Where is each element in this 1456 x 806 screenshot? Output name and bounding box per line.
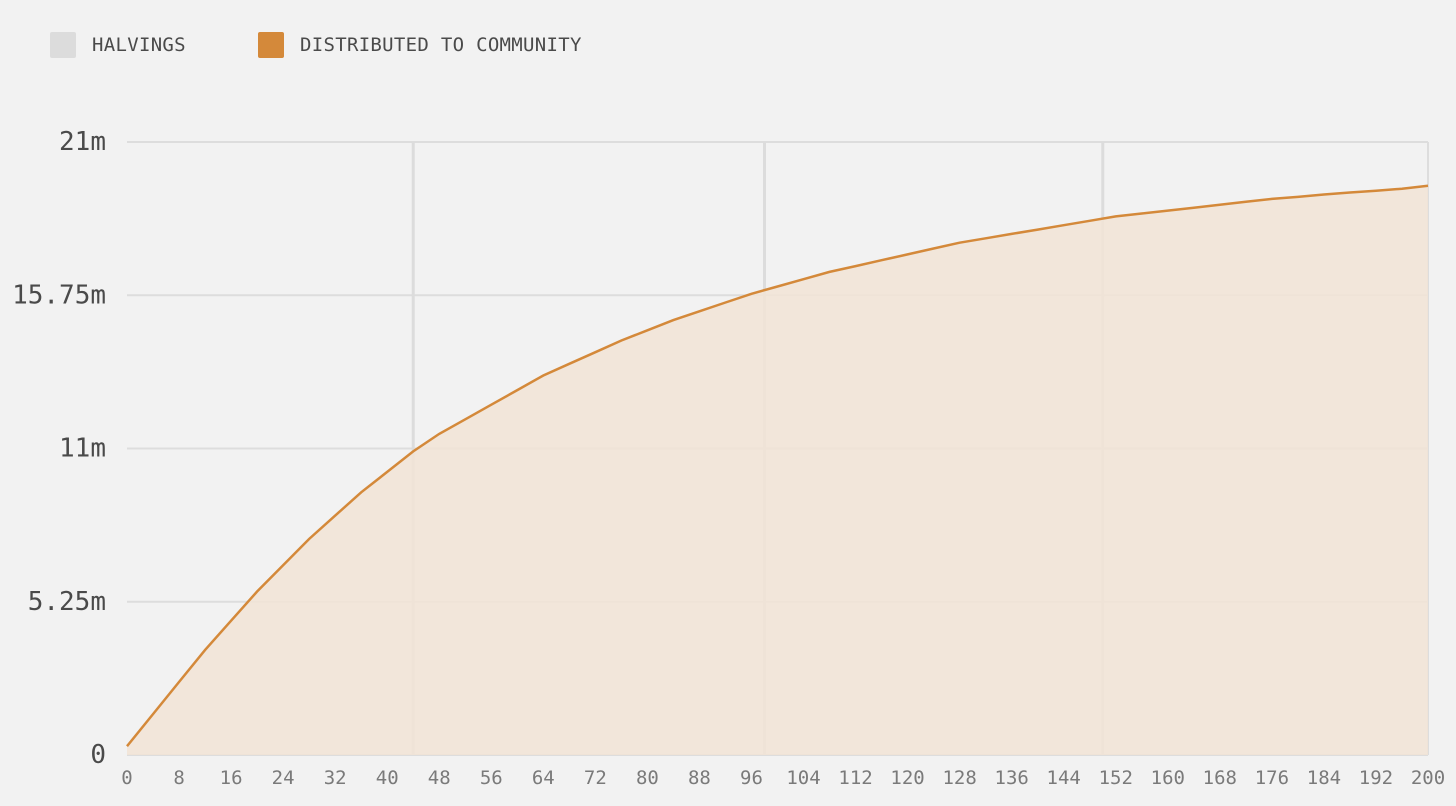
- legend-label-halvings: HALVINGS: [92, 34, 186, 56]
- x-tick-label: 8: [173, 767, 184, 789]
- x-tick-label: 16: [220, 767, 243, 789]
- y-tick-label: 15.75m: [12, 280, 106, 310]
- x-tick-label: 144: [1047, 767, 1081, 789]
- y-tick-label: 11m: [59, 434, 106, 464]
- x-tick-label: 96: [740, 767, 763, 789]
- x-tick-label: 160: [1151, 767, 1185, 789]
- legend-label-distributed: DISTRIBUTED TO COMMUNITY: [300, 34, 582, 56]
- y-tick-label: 21m: [59, 127, 106, 157]
- x-tick-label: 128: [942, 767, 976, 789]
- x-tick-label: 0: [121, 767, 132, 789]
- x-tick-label: 112: [838, 767, 872, 789]
- x-tick-label: 104: [786, 767, 820, 789]
- x-tick-label: 88: [688, 767, 711, 789]
- x-tick-label: 64: [532, 767, 555, 789]
- x-tick-label: 80: [636, 767, 659, 789]
- x-tick-label: 120: [890, 767, 924, 789]
- series-line-distributed: [126, 184, 1429, 747]
- x-tick-label: 192: [1359, 767, 1393, 789]
- y-tick-label: 0: [90, 740, 106, 770]
- y-tick-label: 5.25m: [28, 587, 106, 617]
- x-tick-label: 72: [584, 767, 607, 789]
- legend-swatch-halvings: [50, 32, 76, 58]
- x-tick-label: 56: [480, 767, 503, 789]
- legend-swatch-distributed: [258, 32, 284, 58]
- x-tick-label: 184: [1307, 767, 1341, 789]
- x-tick-label: 168: [1203, 767, 1237, 789]
- x-tick-label: 200: [1411, 767, 1445, 789]
- x-tick-label: 40: [376, 767, 399, 789]
- x-tick-label: 152: [1099, 767, 1133, 789]
- x-tick-label: 136: [995, 767, 1029, 789]
- x-tick-label: 48: [428, 767, 451, 789]
- x-tick-label: 176: [1255, 767, 1289, 789]
- x-tick-label: 32: [324, 767, 347, 789]
- series-area-distributed: [127, 185, 1428, 756]
- x-tick-label: 24: [272, 767, 295, 789]
